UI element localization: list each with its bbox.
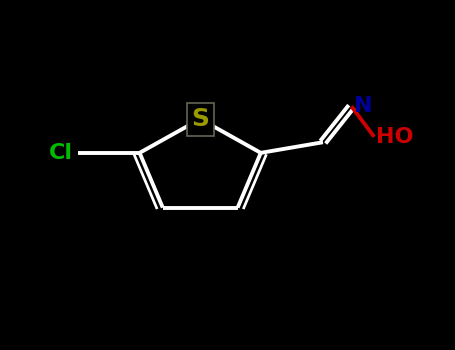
Text: Cl: Cl <box>49 143 73 163</box>
Text: N: N <box>354 96 372 117</box>
Text: S: S <box>191 107 209 131</box>
Text: HO: HO <box>376 127 414 147</box>
